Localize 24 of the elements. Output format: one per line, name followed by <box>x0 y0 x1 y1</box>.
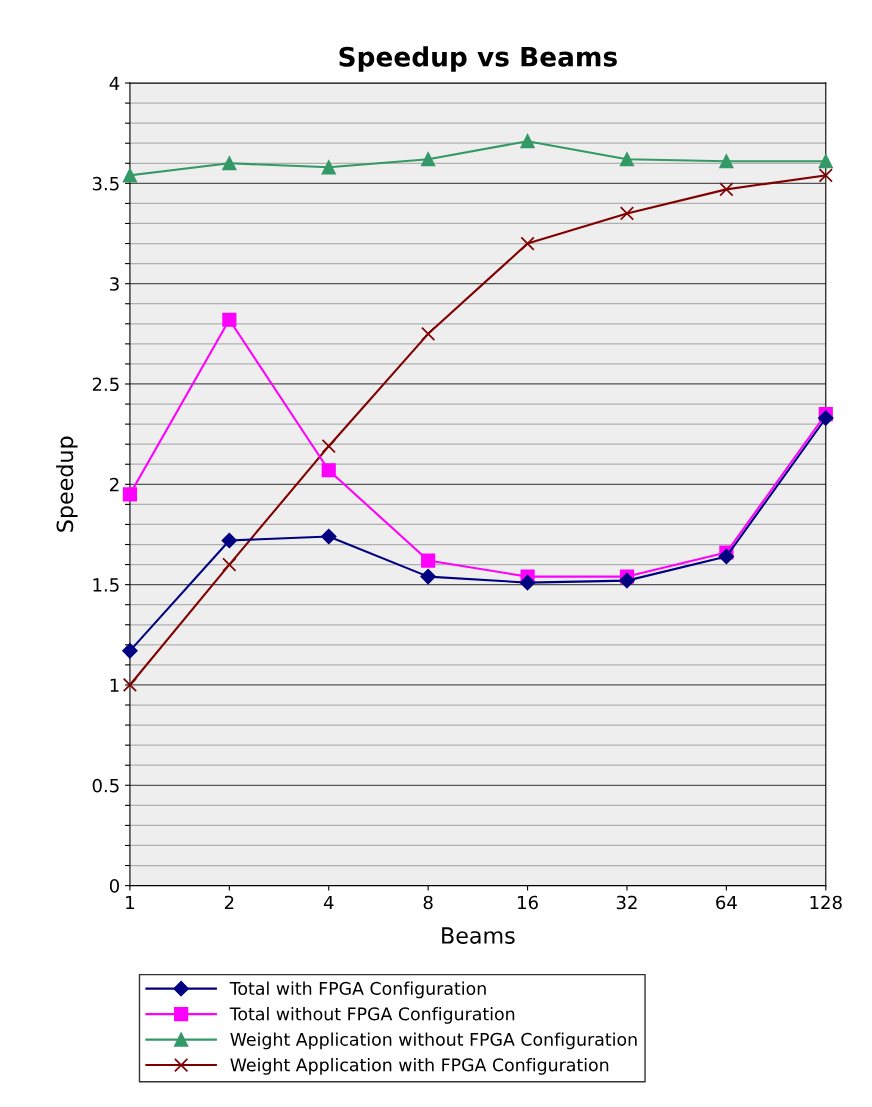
x-tick-label: 64 <box>716 895 737 910</box>
y-tick-label: 1 <box>110 678 119 692</box>
x-tick-label: 8 <box>423 895 433 910</box>
x-tick-label: 16 <box>518 895 538 910</box>
y-tick-label: 2 <box>110 477 119 492</box>
chart-title: Speedup vs Beams <box>339 46 617 72</box>
x-tick-label: 1 <box>126 895 134 910</box>
y-tick-label: 1.5 <box>93 578 119 592</box>
x-axis-title: Beams <box>442 927 515 944</box>
y-tick-label: 3.5 <box>92 176 119 191</box>
x-tick-label: 2 <box>224 895 234 910</box>
y-tick-label: 0.5 <box>92 778 119 793</box>
legend-label: Total without FPGA Configuration <box>229 1007 515 1024</box>
y-tick-label: 3 <box>110 277 119 291</box>
x-tick-label: 128 <box>810 895 842 910</box>
x-tick-label: 32 <box>616 895 637 910</box>
legend-label: Weight Application with FPGA Configuration <box>230 1057 609 1075</box>
x-tick-label: 4 <box>323 895 334 910</box>
y-tick-label: 0 <box>109 879 120 893</box>
legend-label: Total with FPGA Configuration <box>229 981 486 999</box>
y-tick-label: 2.5 <box>92 377 119 392</box>
legend-label: Weight Application without FPGA Configuration <box>230 1032 637 1050</box>
y-tick-label: 4 <box>109 76 120 90</box>
y-axis-title: Speedup <box>56 436 78 532</box>
